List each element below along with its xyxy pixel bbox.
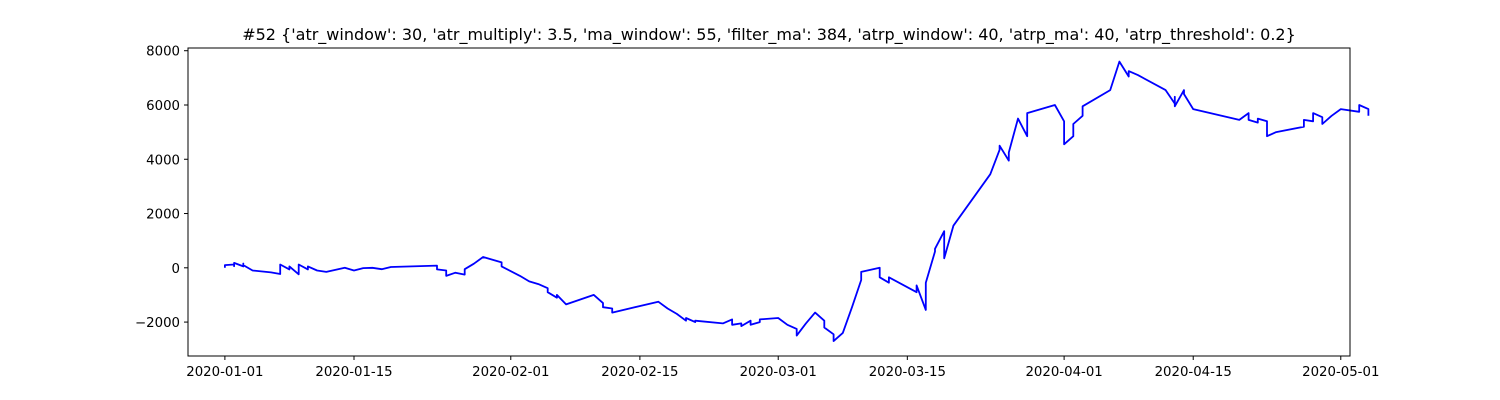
x-tick-label: 2020-01-01 (186, 365, 263, 380)
x-tick-label: 2020-02-15 (601, 365, 678, 380)
y-tick-label: 0 (172, 262, 180, 277)
series-line (224, 60, 1370, 342)
plot-frame (187, 47, 1351, 357)
x-tick-label: 2020-04-01 (1025, 365, 1102, 380)
x-axis: 2020-01-01 2020-01-15 2020-02-01 2020-02-15… (186, 356, 1379, 380)
x-tick-label: 2020-03-15 (869, 365, 946, 380)
y-tick-label: 8000 (146, 45, 180, 60)
series-layer (224, 60, 1370, 342)
y-tick-label: −2000 (135, 316, 180, 331)
y-tick-label: 6000 (146, 99, 180, 114)
x-tick-label: 2020-02-01 (472, 365, 549, 380)
x-tick-label: 2020-05-01 (1302, 365, 1379, 380)
x-tick-label: 2020-01-15 (315, 365, 392, 380)
y-tick-label: 4000 (146, 153, 180, 168)
y-axis: −2000 0 2000 4000 6000 8000 (135, 45, 188, 331)
chart-title: #52 {'atr_window': 30, 'atr_multiply': 3… (242, 25, 1296, 45)
y-tick-label: 2000 (146, 208, 180, 223)
x-tick-label: 2020-03-01 (740, 365, 817, 380)
x-tick-label: 2020-04-15 (1155, 365, 1232, 380)
